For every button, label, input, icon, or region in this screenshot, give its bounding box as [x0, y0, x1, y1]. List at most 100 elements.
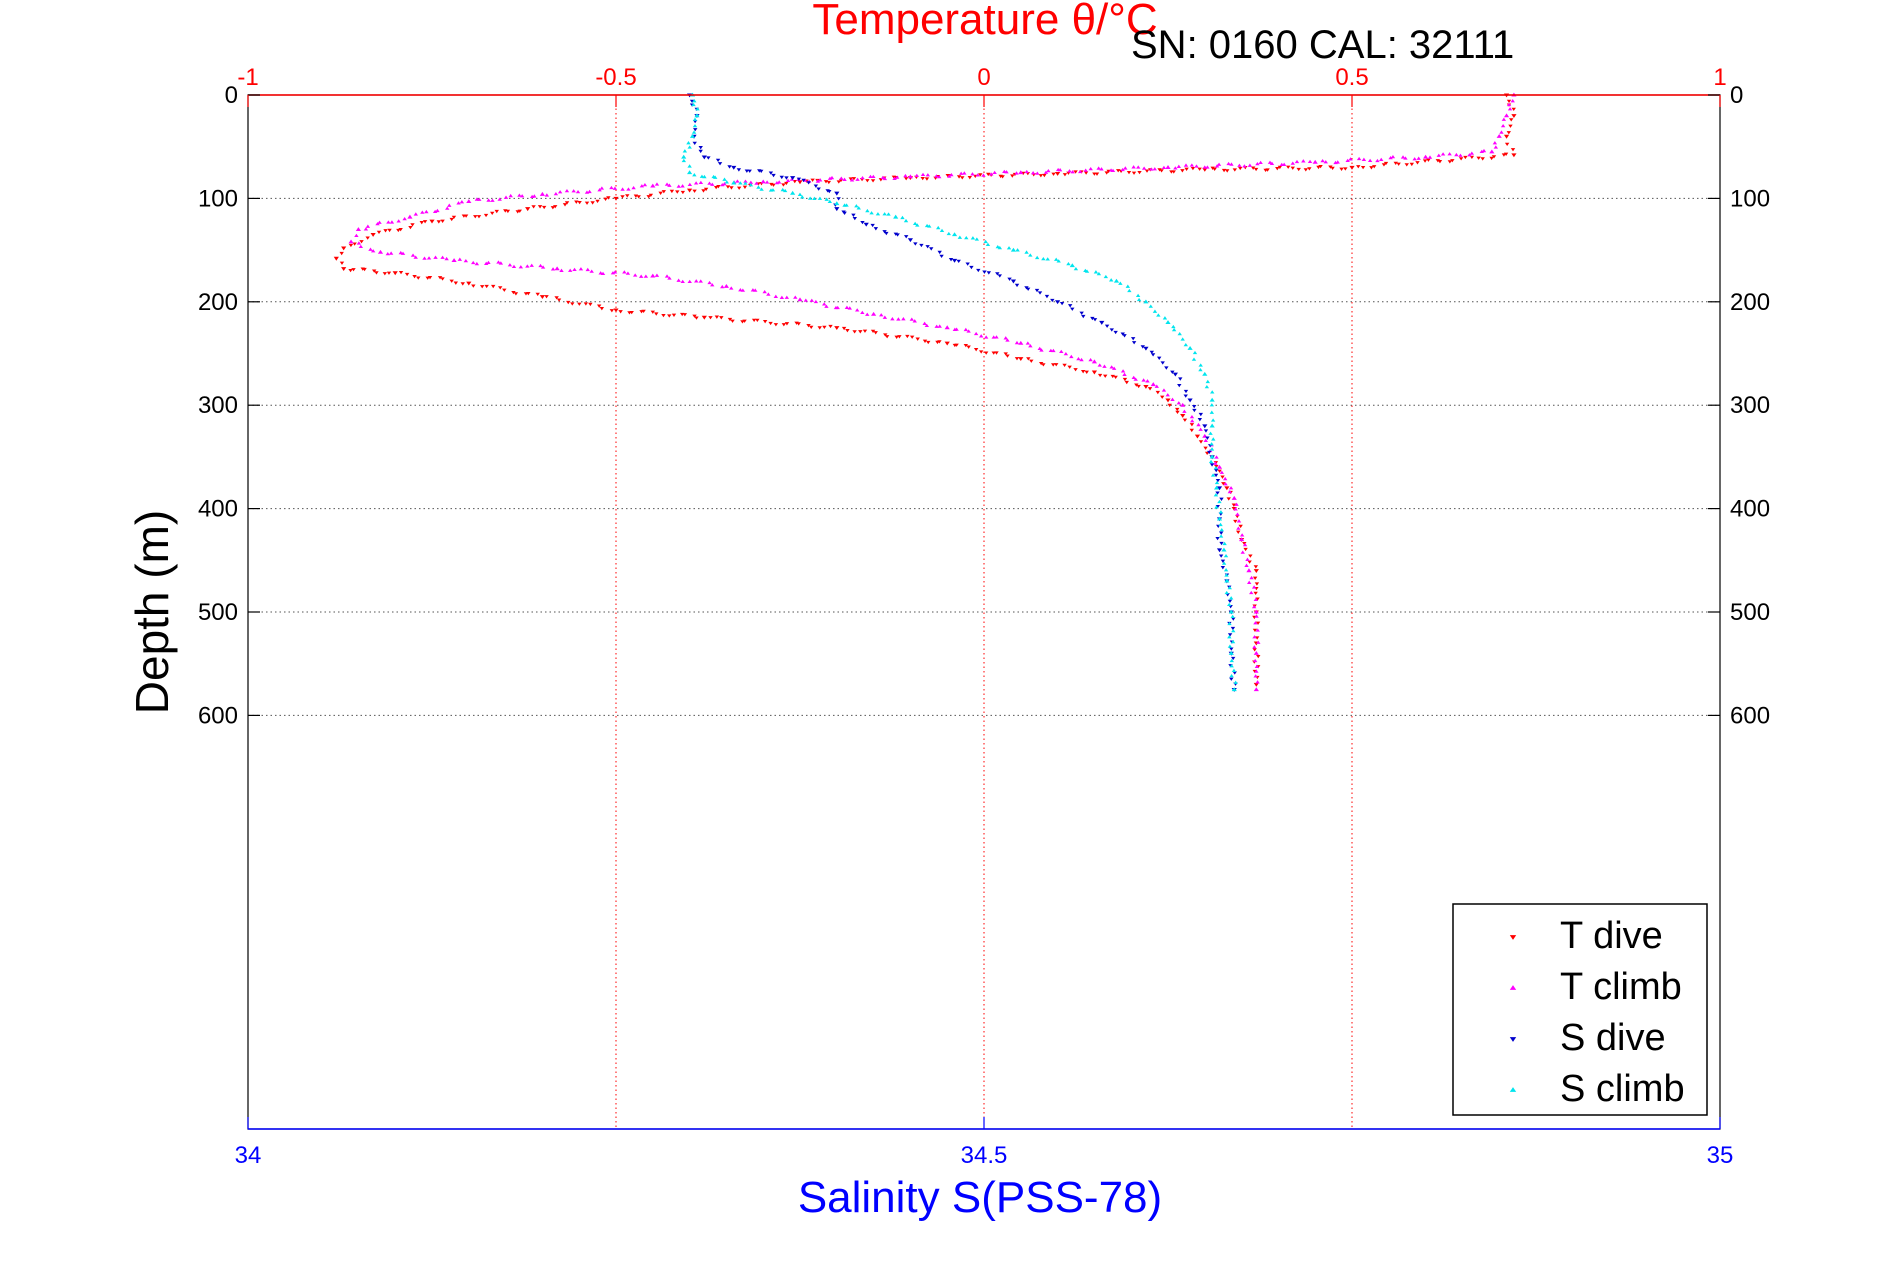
trace-point-t-dive: [1014, 357, 1020, 361]
trace-point-t-climb: [654, 273, 660, 277]
trace-point-t-climb: [740, 288, 746, 292]
trace-point-t-climb: [1198, 427, 1203, 431]
trace-point-s-climb: [1192, 350, 1198, 355]
trace-point-t-dive: [365, 236, 370, 240]
trace-point-s-dive: [1104, 324, 1110, 328]
trace-point-t-climb: [779, 295, 785, 299]
trace-point-s-dive: [995, 272, 1000, 276]
trace-point-t-climb: [597, 188, 602, 192]
trace-point-t-dive: [410, 223, 415, 227]
data-point-t-dive: [1055, 172, 1061, 176]
trace-point-t-climb: [842, 177, 847, 181]
trace-point-t-climb: [827, 176, 833, 180]
data-point-s-climb: [1187, 345, 1193, 350]
trace-point-s-dive: [1140, 345, 1145, 349]
trace-point-t-dive: [1042, 173, 1047, 178]
trace-point-t-dive: [1242, 541, 1247, 546]
data-point-s-dive: [1187, 398, 1193, 403]
trace-point-s-dive: [939, 254, 944, 259]
trace-point-t-dive: [1131, 171, 1137, 175]
trace-point-t-climb: [639, 184, 645, 188]
trace-point-t-climb: [484, 261, 489, 265]
trace-point-t-climb: [839, 176, 844, 180]
trace-point-s-climb: [1214, 505, 1219, 509]
trace-point-t-dive: [387, 228, 392, 233]
trace-point-t-dive: [1198, 440, 1204, 444]
trace-point-t-dive: [713, 185, 719, 190]
trace-point-t-dive: [865, 179, 870, 183]
x-bottom-tick-label: 34.5: [961, 1142, 1008, 1169]
trace-point-t-climb: [1454, 152, 1459, 157]
trace-point-t-dive: [1084, 370, 1089, 374]
trace-point-t-climb: [471, 260, 476, 265]
trace-point-t-dive: [1247, 560, 1252, 564]
trace-point-s-climb: [1041, 256, 1046, 261]
trace-point-t-dive: [453, 281, 459, 285]
trace-point-t-dive: [633, 194, 639, 198]
trace-point-t-climb: [1252, 635, 1257, 639]
trace-point-s-dive: [1231, 617, 1236, 621]
trace-point-t-climb: [1030, 171, 1036, 175]
trace-point-t-climb: [1356, 156, 1362, 161]
trace-point-t-climb: [1133, 377, 1138, 381]
trace-point-t-climb: [1251, 604, 1257, 609]
trace-point-s-dive: [976, 268, 981, 273]
trace-point-s-dive: [715, 158, 721, 163]
trace-point-s-climb: [692, 173, 697, 177]
trace-point-s-climb: [743, 181, 748, 185]
trace-point-s-climb: [1230, 614, 1235, 618]
data-point-t-dive: [1194, 434, 1201, 439]
trace-point-t-dive: [963, 343, 969, 348]
trace-point-t-dive: [1144, 169, 1150, 173]
data-point-s-climb: [1113, 278, 1120, 283]
trace-point-s-climb: [695, 107, 700, 111]
y-axis-label: Depth (m): [126, 510, 178, 714]
data-point-s-climb: [1231, 687, 1237, 692]
trace-point-t-dive: [1506, 131, 1512, 135]
trace-point-t-climb: [1173, 166, 1178, 170]
trace-point-t-dive: [1254, 582, 1260, 586]
x-top-tick-label: 1: [1713, 64, 1726, 91]
trace-point-s-climb: [900, 215, 905, 220]
trace-point-t-climb: [1161, 165, 1167, 170]
data-point-t-climb: [1496, 134, 1502, 138]
trace-point-t-dive: [1254, 636, 1260, 640]
data-point-t-dive: [333, 256, 339, 261]
trace-point-t-climb: [901, 317, 906, 321]
data-point-t-dive: [1091, 370, 1097, 375]
trace-point-t-climb: [871, 174, 876, 179]
trace-point-t-dive: [1404, 163, 1409, 167]
trace-point-t-climb: [753, 288, 758, 292]
data-point-s-dive: [731, 165, 737, 170]
y-tick-label-right: 0: [1730, 82, 1743, 109]
trace-point-t-climb: [1255, 680, 1260, 684]
trace-point-t-dive: [1316, 165, 1321, 170]
data-point-s-climb: [1069, 263, 1075, 268]
trace-point-t-climb: [589, 269, 594, 273]
trace-point-t-dive: [806, 324, 811, 328]
trace-point-t-dive: [595, 199, 600, 204]
trace-point-t-climb: [1255, 161, 1260, 166]
trace-point-s-climb: [936, 225, 941, 230]
trace-point-s-climb: [983, 239, 988, 244]
trace-point-s-climb: [865, 208, 870, 213]
trace-point-s-climb: [807, 196, 813, 200]
trace-point-t-dive: [1501, 153, 1507, 157]
data-point-t-climb: [723, 283, 729, 288]
trace-point-t-dive: [1214, 464, 1219, 469]
trace-point-t-climb: [784, 295, 790, 299]
trace-point-t-climb: [1170, 397, 1175, 401]
trace-point-s-climb: [1054, 257, 1059, 261]
trace-point-t-dive: [701, 189, 706, 193]
trace-point-t-climb: [1102, 364, 1107, 368]
trace-point-t-dive: [978, 350, 984, 354]
trace-point-t-dive: [1160, 395, 1165, 399]
trace-point-t-dive: [1126, 170, 1132, 175]
y-tick-label-right: 100: [1730, 185, 1770, 212]
trace-point-s-climb: [997, 245, 1003, 250]
trace-point-t-dive: [870, 329, 876, 334]
trace-point-t-dive: [1122, 377, 1128, 382]
trace-point-t-dive: [1393, 161, 1398, 166]
trace-point-t-dive: [967, 176, 973, 180]
trace-point-t-climb: [631, 185, 636, 190]
